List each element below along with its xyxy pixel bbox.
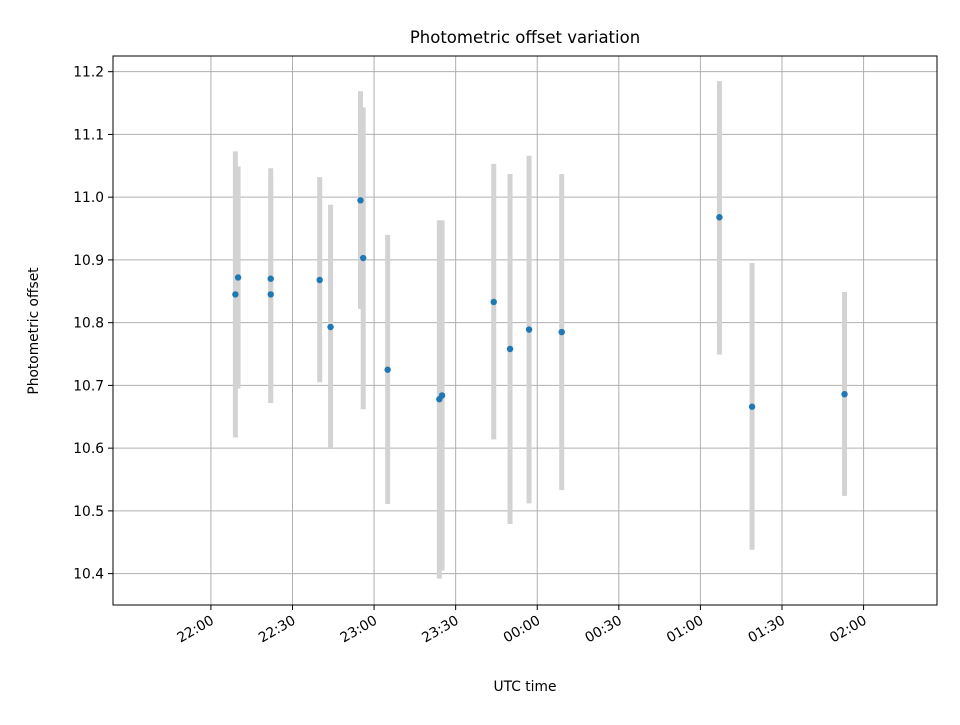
data-point-1 (234, 274, 242, 281)
y-tick-label: 10.8 (73, 316, 104, 332)
data-point-5 (327, 323, 334, 331)
y-axis-ticks: 10.4 10.5 10.6 10.7 10.8 10.9 11.0 11.1 11.2 (73, 65, 113, 583)
data-point-3 (267, 275, 274, 282)
x-axis-label: UTC time (494, 679, 557, 695)
y-tick-label: 10.4 (73, 567, 104, 583)
y-tick-label: 10.7 (73, 378, 104, 394)
data-point-13 (525, 326, 533, 333)
data-points (232, 197, 848, 410)
data-point-6 (357, 197, 364, 204)
y-tick-label: 11.2 (73, 65, 104, 81)
data-point-10 (438, 392, 446, 399)
y-tick-label: 10.6 (73, 441, 104, 457)
grid-lines (113, 56, 937, 605)
data-point-12 (506, 345, 514, 353)
y-axis-label: Photometric offset (26, 267, 42, 395)
data-point-16 (748, 403, 756, 410)
data-point-15 (716, 214, 723, 221)
data-point-4 (316, 276, 323, 284)
chart-title: Photometric offset variation (410, 28, 640, 47)
plot-frame (112, 55, 938, 606)
y-tick-label: 10.9 (73, 253, 104, 269)
data-point-14 (558, 328, 565, 336)
data-point-0 (232, 291, 239, 298)
data-point-7 (359, 254, 367, 262)
data-point-8 (384, 366, 391, 373)
y-tick-label: 10.5 (73, 504, 104, 520)
y-tick-label: 11.0 (73, 190, 104, 206)
data-point-11 (490, 298, 497, 306)
data-point-17 (841, 390, 848, 398)
y-tick-label: 11.1 (73, 127, 104, 143)
data-point-2 (267, 291, 274, 298)
